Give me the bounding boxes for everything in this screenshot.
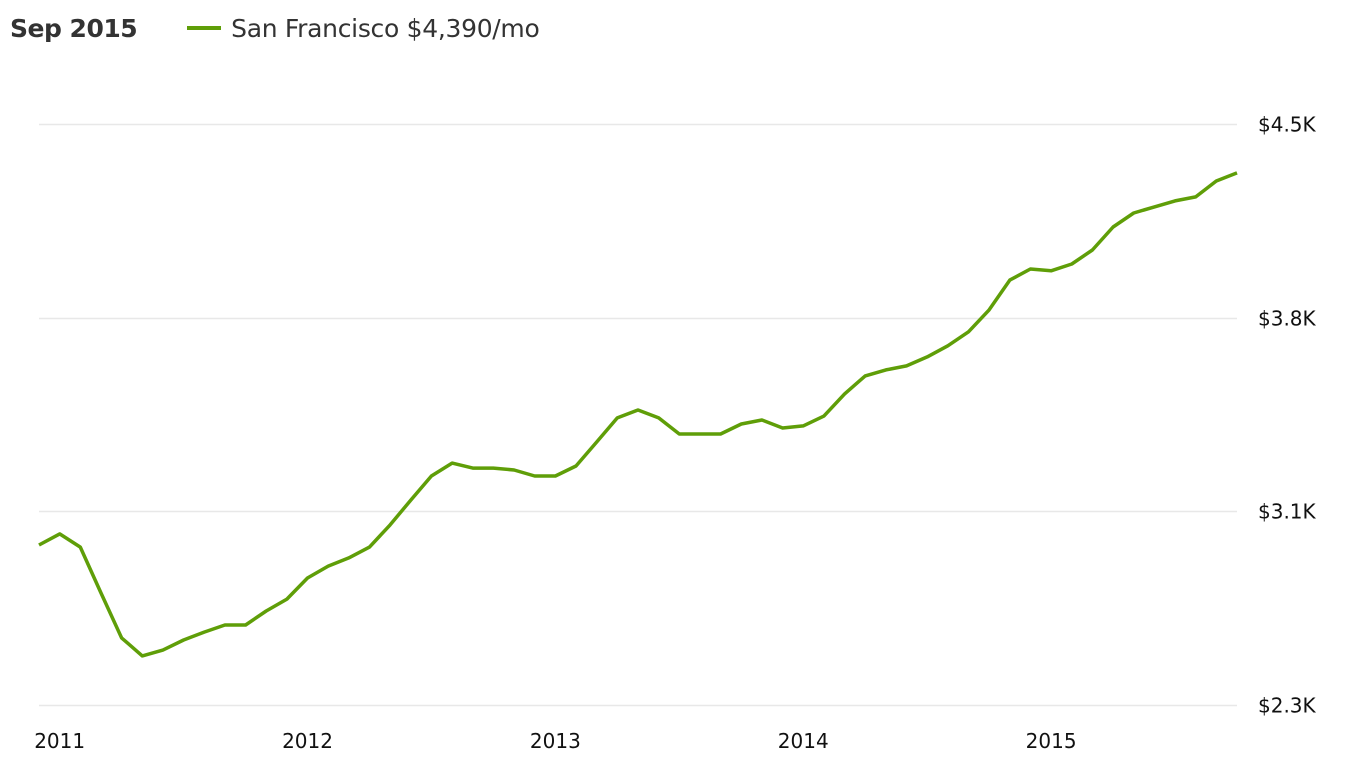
x-tick-label: 2015 (1026, 729, 1077, 753)
y-tick-label: $4.5K (1258, 113, 1317, 137)
y-tick-label: $2.3K (1258, 694, 1317, 718)
y-axis-labels: $2.3K $3.1K $3.8K $4.5K (1258, 113, 1317, 718)
legend-label: San Francisco $4,390/mo (231, 13, 540, 43)
series (38, 171, 1238, 658)
legend: San Francisco $4,390/mo (187, 13, 540, 43)
y-tick-label: $3.1K (1258, 500, 1317, 524)
selected-date: Sep 2015 (10, 13, 138, 43)
x-tick-label: 2013 (530, 729, 581, 753)
x-axis-labels: 2011 2012 2013 2014 2015 (34, 729, 1076, 753)
grid-lines (39, 123, 1237, 707)
x-tick-label: 2014 (778, 729, 829, 753)
y-tick-label: $3.8K (1258, 307, 1317, 331)
legend-swatch (187, 26, 222, 30)
series-line-san-francisco (38, 171, 1238, 658)
chart-header: Sep 2015 San Francisco $4,390/mo (10, 8, 540, 48)
x-tick-label: 2012 (282, 729, 333, 753)
x-tick-label: 2011 (34, 729, 85, 753)
